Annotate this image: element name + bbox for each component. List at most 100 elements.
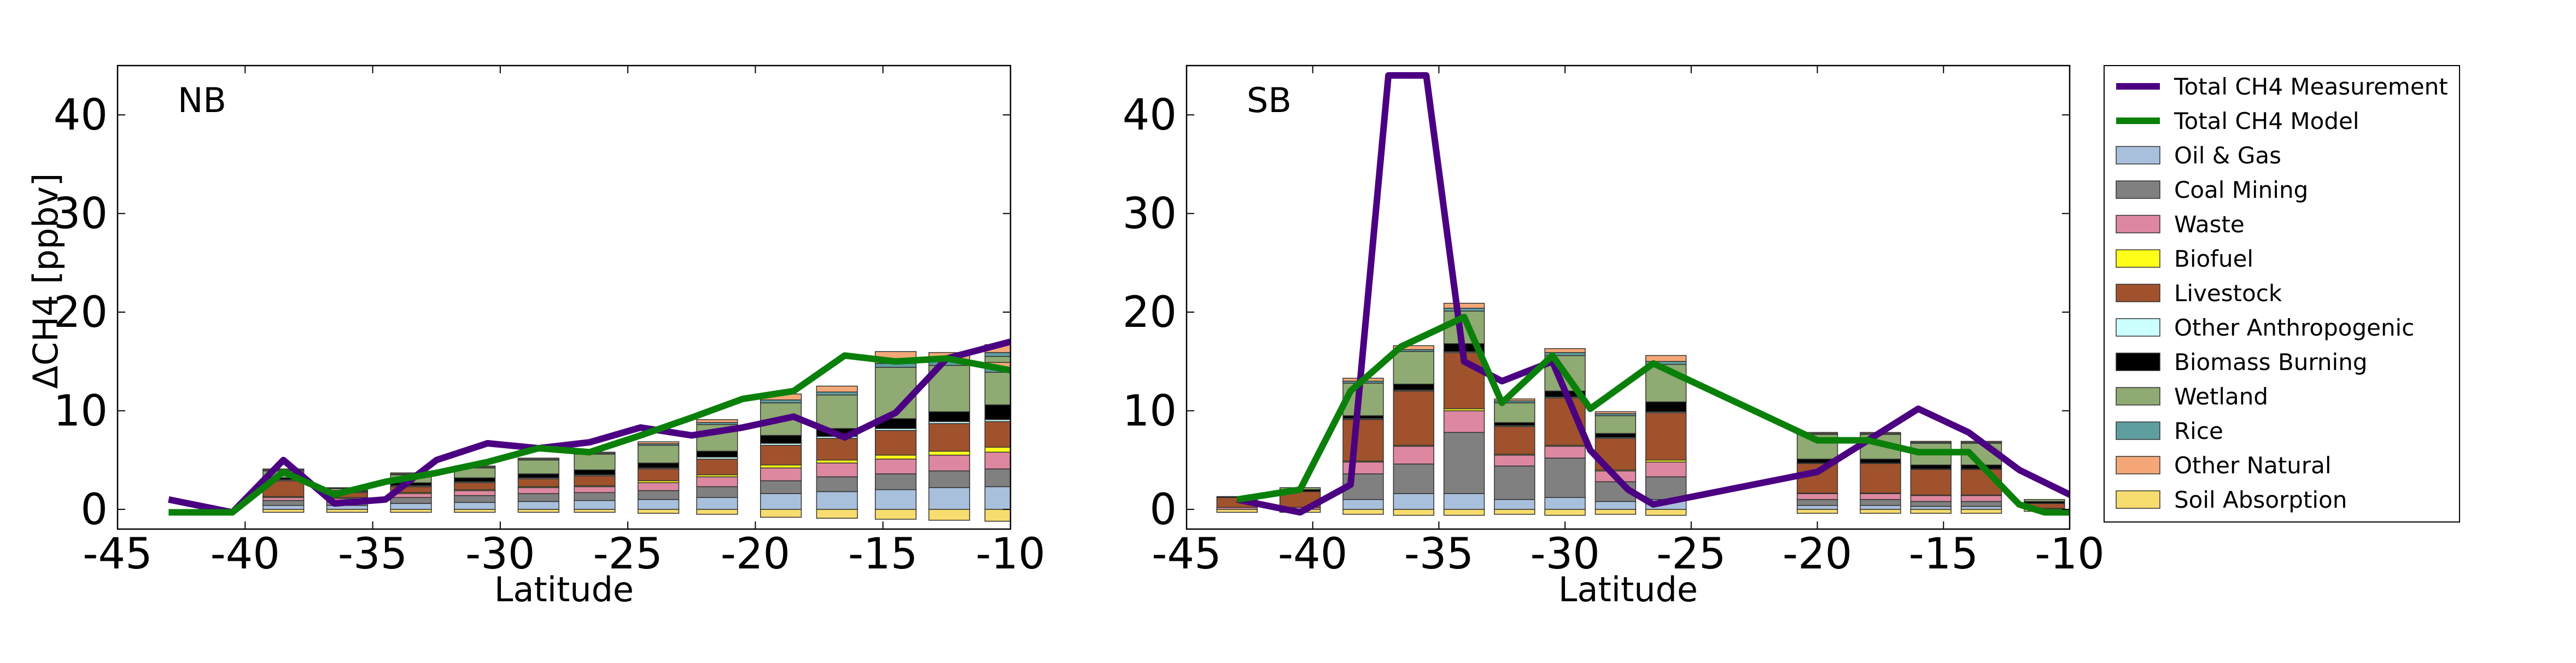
bar-segment-soil-absorption xyxy=(984,509,1010,522)
bar-segment-biomass-burning xyxy=(696,450,738,458)
bar-segment-waste xyxy=(1544,445,1586,459)
bar-segment-coal-mining xyxy=(760,480,802,494)
x-tick-label: -35 xyxy=(338,530,407,579)
bar-segment-oil-gas xyxy=(454,502,496,510)
bar-segment-oil-gas xyxy=(1342,499,1384,510)
bar-segment-soil-absorption xyxy=(1216,509,1258,513)
bar-segment-coal-mining xyxy=(874,473,917,490)
bar-segment-soil-absorption xyxy=(1860,509,1901,514)
bar-segment-coal-mining xyxy=(1960,501,2002,507)
bar-segment-oil-gas xyxy=(696,497,738,510)
bar-segment-livestock xyxy=(1494,426,1535,455)
bar-segment-soil-absorption xyxy=(1796,509,1838,514)
bar-segment-oil-gas xyxy=(816,491,858,510)
axes-frame xyxy=(116,64,1012,530)
bar-segment-biomass-burning xyxy=(1910,464,1952,470)
legend-label: Coal Mining xyxy=(2174,177,2308,203)
bar-segment-livestock xyxy=(638,468,680,482)
bar-segment-waste xyxy=(1645,461,1687,478)
bar-segment-biomass-burning xyxy=(1494,422,1535,426)
bar-segment-oil-gas xyxy=(574,500,616,510)
bar-segment-soil-absorption xyxy=(1645,509,1687,516)
legend-swatch-waste xyxy=(2116,215,2160,233)
bar-segment-livestock xyxy=(874,430,917,456)
bar-segment-waste xyxy=(574,486,616,493)
bar-segment-oil-gas xyxy=(262,504,305,510)
bar-segment-soil-absorption xyxy=(1342,509,1384,515)
legend-label: Wetland xyxy=(2174,383,2268,410)
bar-segment-biomass-burning xyxy=(517,473,559,478)
x-tick-label: -25 xyxy=(593,530,662,579)
legend-label: Biomass Burning xyxy=(2174,349,2367,375)
y-tick-label: 20 xyxy=(54,288,108,337)
bar-segment-waste xyxy=(816,462,858,478)
legend-swatch-oil-gas xyxy=(2116,146,2160,165)
bar-segment-soil-absorption xyxy=(1443,509,1485,516)
bar-segment-biofuel xyxy=(874,454,917,460)
legend-swatch-other-anthropogenic xyxy=(2116,318,2160,337)
bar-segment-soil-absorption xyxy=(1594,509,1637,515)
x-tick-label: -20 xyxy=(721,530,790,579)
bar-segment-biomass-burning xyxy=(638,462,680,468)
bar-segment-oil-gas xyxy=(1860,504,1901,510)
bar-segment-biofuel xyxy=(984,447,1010,453)
bar-segment-soil-absorption xyxy=(1393,509,1434,516)
bar-segment-coal-mining xyxy=(816,476,858,492)
bar-segment-coal-mining xyxy=(454,495,496,503)
legend-label: Livestock xyxy=(2174,280,2282,307)
bar-segment-livestock xyxy=(1860,463,1901,494)
bar-segment-soil-absorption xyxy=(874,509,917,520)
x-tick-label: -20 xyxy=(1783,530,1852,579)
bar-segment-waste xyxy=(1960,495,2002,502)
bar-segment-soil-absorption xyxy=(1960,509,2002,514)
bar-segment-oil-gas xyxy=(760,493,802,510)
bar-segment-waste xyxy=(454,490,496,496)
bar-segment-coal-mining xyxy=(1544,457,1586,498)
y-tick-label: 30 xyxy=(1123,190,1177,239)
bar-segment-coal-mining xyxy=(928,470,971,488)
x-tick-label: -30 xyxy=(465,530,535,579)
bar-segment-biofuel xyxy=(928,450,971,456)
bar-segment-waste xyxy=(1494,454,1535,467)
panel-label: SB xyxy=(1247,80,1292,120)
bar-segment-wetland xyxy=(638,444,680,463)
bar-segment-biomass-burning xyxy=(984,404,1010,420)
legend-box xyxy=(2104,65,2460,523)
y-tick-label: 10 xyxy=(1123,386,1177,436)
panel-sb: -45 -40 -35 -30 -25 -20 -15 -10 0 10 20 30 40 Latitud… xyxy=(1123,64,2105,609)
bar-segment-other-natural xyxy=(1443,303,1485,309)
bar-segment-biomass-burning xyxy=(1594,433,1637,438)
y-tick-label: 40 xyxy=(54,91,108,140)
legend-label: Biofuel xyxy=(2174,245,2253,272)
bar-segment-waste xyxy=(984,451,1010,470)
legend-label: Oil & Gas xyxy=(2174,142,2281,169)
bar-segment-biomass-burning xyxy=(928,411,971,423)
bar-segment-oil-gas xyxy=(1393,493,1434,510)
bar-segment-livestock xyxy=(574,475,616,486)
bar-segment-wetland xyxy=(517,459,559,474)
bar-segment-wetland xyxy=(2024,499,2065,502)
bar-segment-other-natural xyxy=(1494,398,1535,402)
line-total-ch4-measurement xyxy=(1236,72,2070,516)
bar-segment-oil-gas xyxy=(1494,499,1535,510)
y-tick-label: 10 xyxy=(54,386,108,436)
bar-segment-biomass-burning xyxy=(1393,384,1434,391)
bar-segment-other-natural xyxy=(517,457,559,460)
legend-swatch-coal-mining xyxy=(2116,180,2160,199)
x-tick-label: -45 xyxy=(83,530,152,579)
bar-segment-other-natural xyxy=(1910,441,1952,443)
legend-label: Total CH4 Measurement xyxy=(2174,73,2448,100)
legend-label: Rice xyxy=(2174,418,2223,444)
line-total-ch4-model xyxy=(1236,314,2070,516)
x-tick-label: -15 xyxy=(1909,530,1978,579)
bar-segment-livestock xyxy=(517,478,559,488)
legend-label: Soil Absorption xyxy=(2174,486,2347,513)
bar-segment-rice xyxy=(984,352,1010,357)
legend-label: Other Natural xyxy=(2174,452,2332,479)
legend-label: Other Anthropogenic xyxy=(2174,314,2414,341)
bar-segment-oil-gas xyxy=(1796,504,1838,510)
bar-segment-biofuel xyxy=(816,459,858,463)
bar-segment-livestock xyxy=(1796,463,1838,494)
line-total-ch4-model xyxy=(168,352,1010,516)
